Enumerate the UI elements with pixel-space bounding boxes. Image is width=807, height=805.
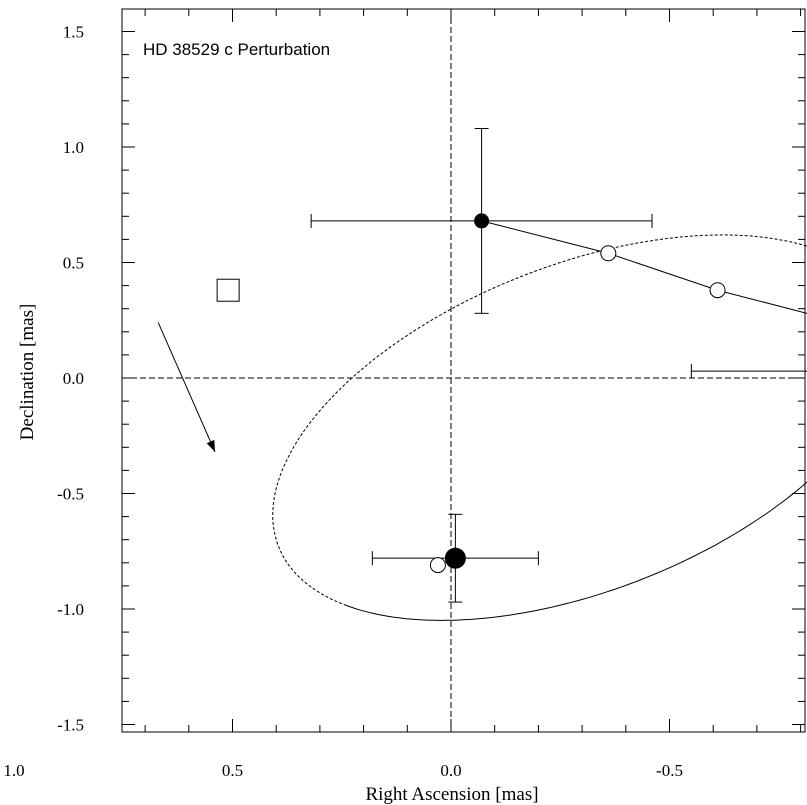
predicted-point xyxy=(429,557,446,574)
x-tick-label: 1.0 xyxy=(3,761,24,780)
y-tick-label: -1.5 xyxy=(57,716,84,735)
y-tick-label: 0.5 xyxy=(63,254,84,273)
zero-lines xyxy=(122,9,805,732)
measured-points xyxy=(444,213,490,569)
periastron-square-marker xyxy=(216,278,240,302)
tick-labels: 1.51.00.50.0-0.5-1.0-1.51.51.00.50.0-0.5… xyxy=(3,23,683,781)
predicted-points xyxy=(429,245,726,574)
direction-arrow-shaft xyxy=(157,322,216,453)
ticks xyxy=(122,9,805,732)
x-tick-label: 0.5 xyxy=(222,761,243,780)
x-axis-title: Right Ascension [mas] xyxy=(365,784,538,805)
direction-arrow-head xyxy=(206,439,215,452)
orbit-dashed-arc xyxy=(272,234,807,606)
y-tick-label: 1.5 xyxy=(63,23,84,42)
measured-point xyxy=(474,213,490,229)
residual-link xyxy=(608,252,718,291)
x-tick-label: -0.5 xyxy=(656,761,683,780)
plot-frame xyxy=(121,8,806,733)
residual-link xyxy=(481,220,609,254)
predicted-point xyxy=(600,245,617,262)
markers xyxy=(157,278,240,453)
residual-link xyxy=(717,289,807,314)
predicted-point xyxy=(709,282,726,299)
chart-title: HD 38529 c Perturbation xyxy=(143,40,330,59)
x-tick-label: 0.0 xyxy=(440,761,461,780)
y-axis-title: Declination [mas] xyxy=(17,304,38,441)
residual-links xyxy=(437,220,807,566)
y-tick-label: 0.0 xyxy=(63,369,84,388)
y-tick-label: 1.0 xyxy=(63,138,84,157)
measured-point xyxy=(444,547,466,569)
orbit-ellipse xyxy=(272,234,807,621)
orbit-solid-arc xyxy=(346,481,807,621)
y-tick-label: -0.5 xyxy=(57,485,84,504)
y-tick-label: -1.0 xyxy=(57,600,84,619)
error-bars xyxy=(310,128,807,603)
